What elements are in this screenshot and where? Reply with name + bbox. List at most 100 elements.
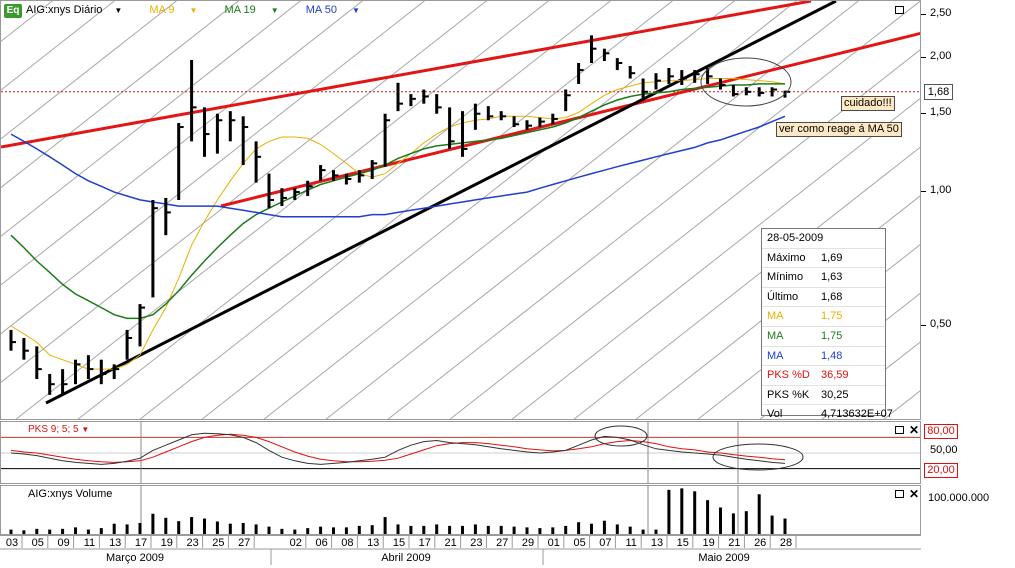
ohlc-bar [138, 304, 145, 347]
date-label: 13 [651, 537, 663, 549]
ohlc-bar [602, 48, 610, 62]
volume-bar [512, 526, 516, 534]
ohlc-bar [164, 197, 171, 236]
volume-bar [435, 524, 439, 534]
info-label: Máximo [767, 251, 806, 264]
price-tick: 2,50 [930, 7, 952, 19]
info-row: PKS %D 36,59 [762, 366, 885, 386]
date-axis-svg: 03 05 09 11 13 17 19 23 25 27 02 06 08 13 15 17 21 23 27 29… [0, 536, 921, 565]
warning-annotation: cuidado!!! [841, 96, 895, 111]
volume-bar [615, 524, 619, 534]
ohlc-bar [396, 82, 403, 112]
ohlc-bar [680, 70, 687, 86]
volume-bar [744, 511, 748, 534]
date-label: 11 [84, 537, 95, 549]
ohlc-bar [383, 113, 391, 167]
info-label: MA [767, 310, 784, 323]
month-label: Abril 2009 [381, 552, 431, 564]
ohlc-bar [577, 63, 584, 84]
info-date: 28-05-2009 [762, 229, 885, 249]
ma-line [10, 115, 786, 218]
ohlc-bar [177, 122, 184, 200]
oscillator-label[interactable]: PKS 9; 5; 5 ▼ [28, 424, 90, 435]
volume-bar [228, 523, 232, 534]
ma19-legend[interactable]: MA 19 ▼ [224, 4, 279, 16]
date-label: 01 [548, 537, 560, 549]
ma9-legend[interactable]: MA 9 ▼ [149, 4, 198, 16]
date-label: 27 [496, 537, 508, 549]
volume-bar [22, 530, 26, 534]
pks-mid-tick: 50,00 [930, 444, 958, 456]
ohlc-bar [280, 188, 287, 207]
info-value: 1,63 [821, 271, 843, 284]
volume-bar [99, 528, 103, 534]
info-value: 30,25 [821, 388, 849, 401]
channel-line [1, 1, 426, 335]
date-label: 07 [599, 537, 611, 549]
volume-bar [383, 517, 387, 534]
ma50-legend[interactable]: MA 50 ▼ [305, 4, 360, 16]
ohlc-bar [61, 369, 68, 395]
date-label: 19 [161, 537, 173, 549]
volume-bar [706, 500, 710, 534]
price-legend: AIG:xnys Diário ▼ MA 9 ▼ MA 19 ▼ MA 50 ▼ [26, 4, 384, 16]
channel-line [1, 1, 302, 237]
info-label: PKS %D [767, 369, 810, 382]
date-label: 05 [32, 537, 44, 549]
ohlc-bar [293, 188, 300, 200]
volume-bar [577, 522, 581, 534]
ohlc-bar [770, 87, 778, 97]
volume-bar [757, 494, 761, 534]
oscillator-chart [1, 422, 920, 483]
volume-bar [151, 513, 155, 534]
channel-line [387, 1, 920, 419]
ohlc-bar [757, 87, 765, 97]
ohlc-bar [35, 346, 42, 380]
date-label: 27 [238, 537, 250, 549]
volume-bar [35, 528, 39, 534]
volume-bar [770, 515, 774, 534]
date-axis: 03 05 09 11 13 17 19 23 25 27 02 06 08 13 15 17 21 23 27 29… [0, 535, 921, 565]
close-icon[interactable]: ✕ [909, 423, 920, 437]
maximize-icon[interactable] [895, 490, 904, 498]
pks-ellipse [594, 425, 648, 447]
volume-label: AIG:xnys Volume [28, 488, 113, 500]
volume-bar [357, 525, 361, 534]
volume-bar [448, 525, 452, 534]
info-row: Último 1,68 [762, 288, 885, 308]
ohlc-bar [99, 359, 107, 385]
symbol-selector[interactable]: AIG:xnys Diário ▼ [26, 4, 123, 16]
highlight-ellipse [700, 57, 792, 107]
ohlc-bar [215, 113, 223, 154]
ohlc-bar [731, 85, 739, 97]
maximize-icon[interactable] [895, 426, 904, 434]
ohlc-bar [344, 173, 352, 185]
ma50-annotation: ver como reage á MA 50 [776, 122, 902, 137]
info-row: Mínimo 1,63 [762, 268, 885, 288]
ohlc-bar [112, 364, 120, 380]
ohlc-bar [422, 89, 429, 104]
volume-bar [564, 525, 568, 534]
volume-bar [525, 527, 529, 534]
channel-line [201, 1, 736, 419]
date-label: 21 [728, 537, 740, 549]
volume-bar [164, 517, 168, 534]
close-icon[interactable]: ✕ [909, 487, 920, 501]
price-tick-mark [921, 325, 926, 326]
volume-chart [9, 486, 787, 534]
maximize-icon[interactable] [895, 6, 904, 14]
info-row: Vol 4,713632E+07 [762, 405, 893, 419]
ohlc-bar [203, 107, 210, 157]
ohlc-bar [693, 70, 700, 83]
volume-bar [48, 529, 52, 534]
date-label: 26 [754, 537, 766, 549]
date-label: 11 [625, 537, 636, 549]
info-row: MA 1,48 [762, 347, 885, 367]
volume-bar [215, 521, 219, 534]
volume-bar [112, 523, 116, 534]
resistance-trendline [1, 1, 812, 149]
date-label: 23 [470, 537, 482, 549]
volume-bar [680, 488, 684, 534]
info-label: Mínimo [767, 271, 804, 284]
volume-bar [280, 528, 284, 534]
